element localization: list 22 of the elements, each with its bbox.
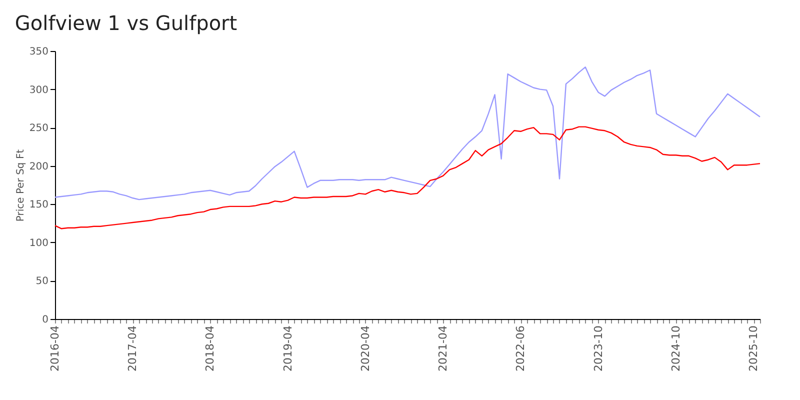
y-tick-label: 150 bbox=[29, 200, 48, 211]
x-tick-label: 2016-04 bbox=[48, 326, 62, 372]
y-tick-label: 100 bbox=[29, 238, 48, 249]
x-tick-label: 2023-10 bbox=[592, 326, 605, 372]
x-tick-label: 2021-04 bbox=[436, 326, 450, 372]
x-tick-label: 2022-06 bbox=[514, 326, 528, 372]
y-tick-label: 50 bbox=[36, 276, 48, 288]
chart-title: Golfview 1 vs Gulfport bbox=[14, 11, 238, 35]
x-tick-label: 2019-04 bbox=[281, 326, 294, 372]
line-series bbox=[54, 66, 761, 200]
x-tick-label: 2020-04 bbox=[358, 326, 372, 372]
y-tick-label: 200 bbox=[29, 161, 48, 172]
y-tick-label: 350 bbox=[29, 46, 48, 58]
line-series bbox=[54, 126, 761, 230]
y-tick-label: 250 bbox=[29, 123, 48, 134]
y-tick-label: 0 bbox=[42, 314, 48, 326]
x-tick-label: 2024-10 bbox=[669, 326, 682, 372]
x-tick-label: 2025-10 bbox=[747, 326, 760, 372]
x-tick-label: 2017-04 bbox=[126, 326, 140, 372]
y-tick-label: 300 bbox=[29, 84, 48, 96]
y-axis-title: Price Per Sq Ft bbox=[15, 149, 26, 222]
x-tick-label: 2018-04 bbox=[204, 326, 217, 372]
